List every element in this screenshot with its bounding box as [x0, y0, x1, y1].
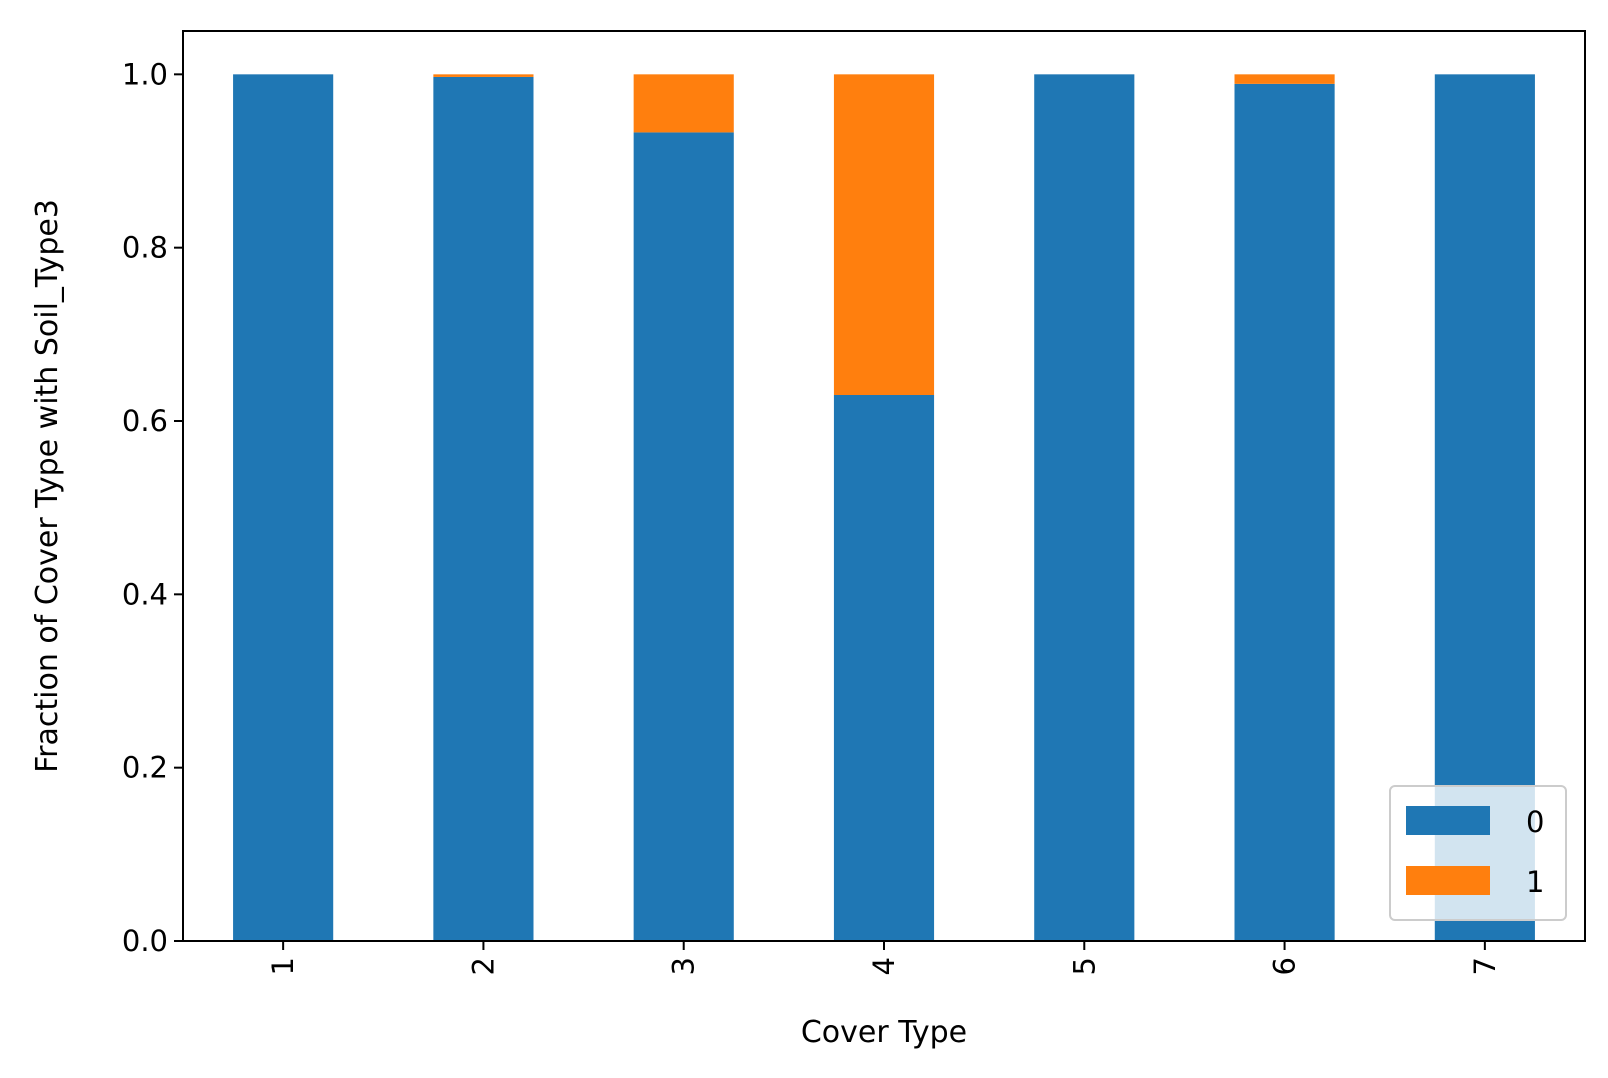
bar-cover-3-series-0: [633, 132, 734, 941]
bar-cover-2-series-0: [433, 76, 534, 941]
y-tick-label: 0.6: [122, 404, 168, 438]
bar-cover-3-series-1: [633, 74, 734, 133]
x-axis-ticks: 1 2 3 4 5 6 7: [266, 941, 1502, 975]
legend: 01: [1389, 785, 1567, 921]
bar-cover-2-series-1: [433, 74, 534, 77]
y-tick-label: 1.0: [122, 57, 168, 91]
bar-cover-4-series-0: [833, 395, 935, 941]
x-tick-label: 7: [1468, 957, 1502, 975]
plot-frame: [182, 30, 1586, 942]
x-tick-label: 4: [867, 957, 901, 975]
bar-cover-1-series-0: [233, 74, 334, 942]
x-tick-label: 2: [466, 957, 500, 975]
y-tick-label: 0.2: [122, 751, 168, 785]
x-tick-label: 5: [1067, 957, 1101, 975]
x-axis-label: Cover Type: [801, 1015, 967, 1050]
x-tick-label: 1: [266, 957, 300, 975]
bar-cover-6-series-1: [1234, 74, 1335, 84]
legend-label-1: 1: [1526, 865, 1544, 899]
x-tick-label: 6: [1268, 957, 1302, 975]
y-tick-label: 0.0: [122, 924, 168, 958]
legend-swatch-0: [1406, 806, 1490, 835]
y-tick-label: 0.4: [122, 577, 168, 611]
x-tick-label: 3: [667, 957, 701, 975]
bar-cover-6-series-0: [1234, 83, 1335, 941]
bar-cover-4-series-1: [833, 74, 935, 395]
legend-label-0: 0: [1526, 805, 1544, 839]
y-tick-label: 0.8: [122, 231, 168, 265]
bar-cover-5-series-0: [1034, 74, 1135, 942]
legend-swatch-1: [1406, 866, 1490, 895]
y-axis-ticks: 0.0 0.2 0.4 0.6 0.8 1.0: [122, 57, 183, 958]
y-axis-label: Fraction of Cover Type with Soil_Type3: [30, 199, 65, 773]
